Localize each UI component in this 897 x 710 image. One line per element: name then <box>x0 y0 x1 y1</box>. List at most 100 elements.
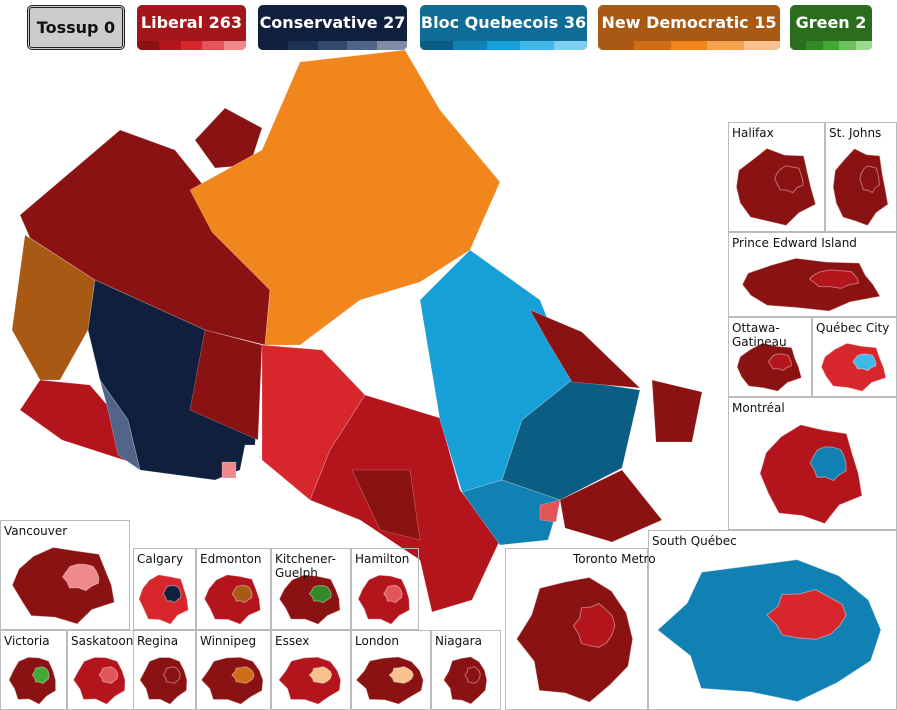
shade <box>347 41 378 50</box>
inset-label: Vancouver <box>4 524 68 538</box>
legend-label: Bloc Quebecois 36 <box>420 5 587 41</box>
district-area <box>278 574 341 625</box>
inset-label: Halifax <box>732 126 774 140</box>
inset-label: Niagara <box>435 634 482 648</box>
region <box>529 309 641 389</box>
inset-label: Hamilton <box>355 552 410 566</box>
shade-strip <box>258 41 407 50</box>
shade <box>598 41 635 50</box>
district-area <box>11 546 115 625</box>
inset-label: Essex <box>275 634 310 648</box>
district-area <box>735 147 817 227</box>
region <box>189 329 263 441</box>
inset-label: St. Johns <box>829 126 882 140</box>
district-area <box>31 666 50 684</box>
legend-label: Green 2 <box>790 5 872 41</box>
party-name: Conservative <box>259 13 378 32</box>
inset-label: Edmonton <box>200 552 262 566</box>
region <box>221 461 237 479</box>
shade <box>743 41 780 50</box>
legend-label: Conservative 27 <box>258 5 407 41</box>
legend-button[interactable]: Conservative 27 <box>258 5 407 50</box>
inset-label: London <box>355 634 399 648</box>
inset-label: Québec City <box>816 321 890 335</box>
shade <box>224 41 246 50</box>
inset-label: Victoria <box>4 634 50 648</box>
district-area <box>388 666 414 684</box>
party-name: Bloc Quebecois <box>420 13 559 32</box>
legend-label: New Democratic 15 <box>598 5 780 41</box>
legend: Tossup 0 Liberal 263 Conservative 27 Bloc Q… <box>0 0 897 52</box>
party-name: Green <box>795 13 850 32</box>
district-area <box>357 574 411 625</box>
district-area <box>139 656 188 705</box>
inset-frames <box>0 122 897 710</box>
inset-frame <box>196 548 271 630</box>
region <box>351 469 421 541</box>
inset-label: South Québec <box>652 534 737 548</box>
legend-button[interactable]: Bloc Quebecois 36 <box>420 5 587 50</box>
shade <box>839 41 856 50</box>
shade <box>822 41 840 50</box>
district-area <box>98 666 119 684</box>
district-area <box>832 147 889 227</box>
legend-button[interactable]: Tossup 0 <box>27 5 125 50</box>
shade <box>453 41 487 50</box>
region <box>189 49 501 346</box>
district-area <box>355 656 424 705</box>
inset-label: Ottawa-Gatineau <box>732 321 787 349</box>
region <box>99 379 141 471</box>
district-area <box>736 342 803 392</box>
shade <box>790 41 807 50</box>
shade <box>553 41 587 50</box>
seat-count: 27 <box>383 13 406 32</box>
inset-label: Kitchener-Guelph <box>275 552 336 580</box>
district-area <box>278 656 342 705</box>
district-area <box>759 424 863 525</box>
district-area <box>162 585 182 604</box>
shade <box>486 41 521 50</box>
legend-label: Liberal 263 <box>137 5 246 41</box>
district-area <box>852 353 877 372</box>
region <box>194 107 263 169</box>
shade <box>377 41 407 50</box>
party-name: New Democratic <box>601 13 749 32</box>
shade <box>258 41 288 50</box>
region <box>539 499 561 523</box>
shade-strip <box>420 41 587 50</box>
inset-label: Saskatoon <box>71 634 134 648</box>
district-area <box>768 353 792 372</box>
district-area <box>383 584 403 604</box>
shade <box>287 41 318 50</box>
district-area <box>820 342 887 392</box>
inset-label: Winnipeg <box>200 634 257 648</box>
district-area <box>162 666 181 684</box>
inset-frame <box>133 548 196 630</box>
district-area <box>308 666 333 684</box>
legend-button[interactable]: New Democratic 15 <box>598 5 780 50</box>
inset-label: Regina <box>137 634 179 648</box>
shade <box>202 41 225 50</box>
legend-button[interactable]: Green 2 <box>790 5 872 50</box>
shade <box>520 41 554 50</box>
party-name: Liberal <box>140 13 204 32</box>
seat-count: 2 <box>855 13 867 32</box>
district-area <box>572 603 616 648</box>
legend-button[interactable]: Liberal 263 <box>137 5 246 50</box>
district-area <box>808 269 860 289</box>
district-area <box>464 666 481 684</box>
district-area <box>515 576 634 703</box>
shade <box>634 41 671 50</box>
region <box>651 379 703 443</box>
legend-label: Tossup 0 <box>30 8 122 47</box>
inset-label: Calgary <box>137 552 184 566</box>
inset-frame <box>728 122 825 232</box>
district-area <box>442 656 488 705</box>
shade <box>317 41 348 50</box>
inset-label: Toronto Metro <box>573 552 656 566</box>
shade <box>158 41 181 50</box>
district-area <box>61 563 100 592</box>
seat-count: 36 <box>563 13 587 32</box>
shade <box>806 41 823 50</box>
